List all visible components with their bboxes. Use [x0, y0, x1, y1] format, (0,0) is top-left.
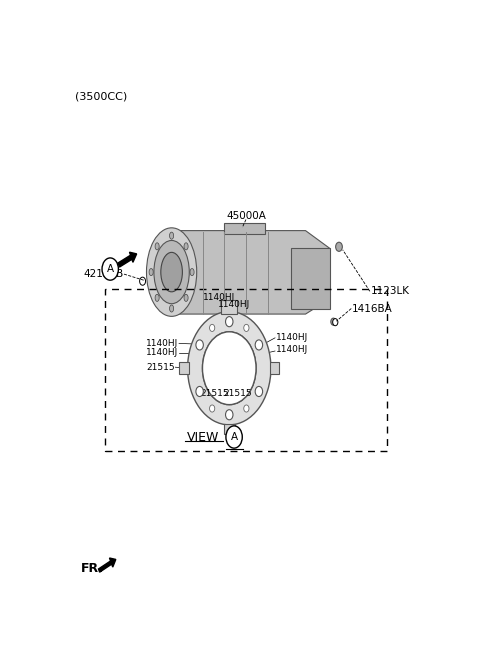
Circle shape [244, 405, 249, 412]
Bar [221, 300, 238, 313]
Bar [180, 362, 189, 374]
Circle shape [196, 340, 204, 350]
Text: (3500CC): (3500CC) [75, 91, 127, 101]
Text: 1123LK: 1123LK [371, 286, 409, 296]
Circle shape [255, 340, 263, 350]
Ellipse shape [146, 228, 197, 317]
Ellipse shape [190, 269, 194, 276]
Ellipse shape [169, 305, 174, 312]
Text: 1416BA: 1416BA [352, 304, 393, 313]
Circle shape [333, 319, 338, 326]
Ellipse shape [184, 294, 188, 302]
Text: 21515: 21515 [224, 389, 252, 398]
Bar [224, 223, 264, 234]
Text: 1140HJ: 1140HJ [218, 300, 251, 309]
Bar [105, 289, 387, 451]
Text: FR.: FR. [81, 562, 104, 574]
Circle shape [255, 386, 263, 397]
Ellipse shape [336, 242, 342, 252]
FancyArrow shape [98, 558, 116, 572]
Ellipse shape [169, 232, 174, 239]
Ellipse shape [155, 243, 159, 250]
Ellipse shape [155, 294, 159, 302]
FancyArrow shape [118, 252, 137, 267]
Text: 21515: 21515 [201, 389, 229, 398]
Bar [224, 424, 235, 434]
Polygon shape [290, 248, 330, 309]
Circle shape [203, 332, 256, 405]
Ellipse shape [184, 243, 188, 250]
Polygon shape [172, 231, 330, 314]
Text: 1140HJ: 1140HJ [146, 339, 178, 348]
Text: 1140HJ: 1140HJ [203, 294, 236, 302]
Text: 1140HJ: 1140HJ [146, 348, 178, 357]
Bar [270, 362, 279, 374]
Circle shape [102, 258, 119, 280]
Ellipse shape [331, 318, 336, 325]
Circle shape [196, 386, 204, 397]
Text: VIEW: VIEW [187, 430, 219, 443]
Text: 42121B: 42121B [83, 269, 123, 279]
Ellipse shape [154, 240, 189, 304]
Circle shape [226, 426, 242, 448]
Text: 1140HJ: 1140HJ [276, 333, 308, 342]
Text: A: A [107, 264, 114, 274]
Ellipse shape [149, 269, 153, 276]
Wedge shape [188, 311, 271, 425]
Text: A: A [230, 432, 238, 442]
Circle shape [226, 317, 233, 327]
Ellipse shape [161, 252, 182, 292]
Circle shape [244, 325, 249, 331]
Text: 45000A: 45000A [226, 212, 266, 221]
Text: 1140HJ: 1140HJ [276, 346, 308, 355]
Text: 21515: 21515 [146, 363, 175, 372]
Circle shape [210, 405, 215, 412]
Circle shape [140, 277, 145, 285]
Circle shape [226, 410, 233, 420]
Circle shape [210, 325, 215, 331]
